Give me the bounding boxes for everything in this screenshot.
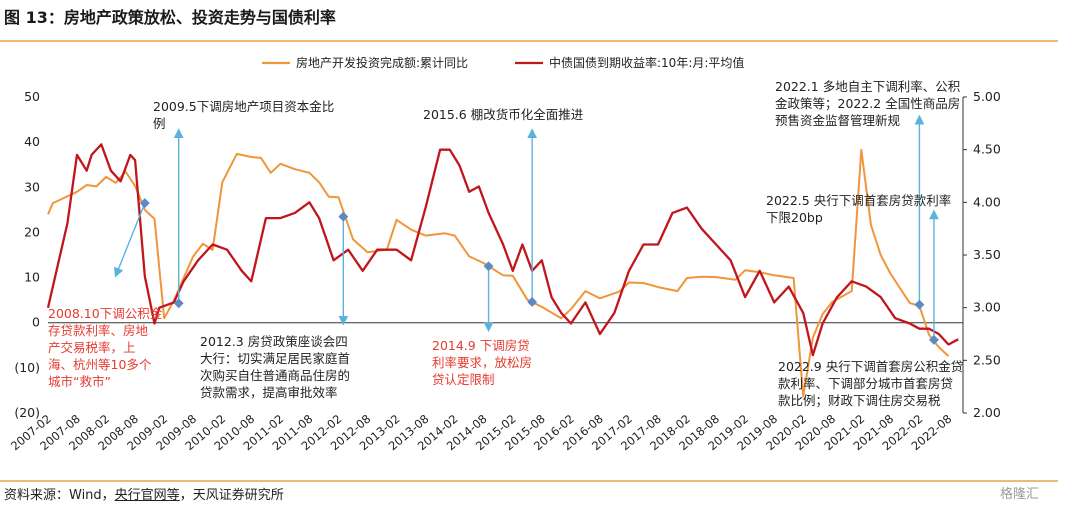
- left-y-axis: 50 40 30 20 10 0 (10) (20): [14, 89, 40, 420]
- chart-title: 图 13：房地产政策放松、投资走势与国债利率: [4, 8, 336, 27]
- chart-canvas: 房地产开发投资完成额:累计同比 中债国债到期收益率:10年:月:平均值 50 40 3…: [8, 55, 1001, 453]
- left-tick-label: 20: [24, 224, 40, 239]
- source-link[interactable]: 央行官网等: [114, 488, 180, 503]
- right-y-axis: 5.00 4.50 4.00 3.50 3.00 2.50 2.00: [962, 89, 1001, 420]
- source-prefix: 资料来源：Wind，: [4, 488, 115, 503]
- series-layer: [46, 143, 959, 398]
- header-divider: [0, 40, 1058, 42]
- event-marker: [929, 334, 939, 345]
- series-line-yield: [46, 143, 959, 357]
- annotation-2014-9: 2014.9 下调房贷 利率要求，放松房 贷认定限制: [432, 338, 533, 387]
- right-tick-label: 5.00: [973, 89, 1001, 104]
- event-marker: [483, 261, 494, 272]
- left-tick-label: 30: [24, 179, 40, 194]
- right-tick-label: 3.50: [973, 247, 1001, 262]
- watermark-logo: 格隆汇: [1000, 487, 1040, 502]
- right-tick-label: 2.50: [973, 352, 1001, 367]
- left-tick-label: (20): [14, 405, 40, 420]
- annotation-2022-1: 2022.1 多地自主下调利率、公积 金政策等；2022.2 全国性商品房 预售…: [775, 79, 961, 128]
- source-note: 资料来源：Wind，央行官网等，天风证券研究所: [4, 484, 284, 503]
- annotation-2022-9: 2022.9 央行下调首套房公积金贷 款利率、下调部分城市首套房贷 款比例；财政…: [778, 359, 964, 408]
- legend-label-yield: 中债国债到期收益率:10年:月:平均值: [549, 55, 744, 70]
- event-marker: [139, 198, 150, 209]
- annotation-2015-6: 2015.6 棚改货币化全面推进: [423, 107, 584, 122]
- right-tick-label: 4.00: [973, 194, 1001, 209]
- event-marker: [173, 298, 184, 309]
- left-tick-label: 40: [24, 134, 40, 149]
- left-tick-label: 0: [32, 315, 40, 330]
- arrows-layer: [114, 114, 939, 345]
- annotation-2022-5: 2022.5 央行下调首套房贷款利率 下限20bp: [766, 193, 952, 225]
- chart-legend: 房地产开发投资完成额:累计同比 中债国债到期收益率:10年:月:平均值: [262, 55, 744, 70]
- right-tick-label: 2.00: [973, 405, 1001, 420]
- right-tick-label: 3.00: [973, 300, 1001, 315]
- event-marker: [338, 211, 349, 222]
- left-tick-label: (10): [14, 360, 40, 375]
- legend-label-investment: 房地产开发投资完成额:累计同比: [296, 55, 468, 70]
- annotation-2012-3: 2012.3 房贷政策座谈会四 大行：切实满足居民家庭首 次购买自住普通商品住房…: [200, 334, 351, 400]
- event-marker: [527, 296, 538, 307]
- footer-divider: [0, 480, 1058, 482]
- source-suffix: ，天风证券研究所: [179, 488, 284, 503]
- annotation-2008-10: 2008.10下调公积金 存贷款利率、房地 产交易税率，上 海、杭州等10多个 …: [48, 306, 163, 389]
- left-tick-label: 50: [24, 89, 40, 104]
- event-marker: [914, 299, 925, 310]
- left-tick-label: 10: [24, 270, 40, 285]
- right-tick-label: 4.50: [973, 142, 1001, 157]
- annotation-2009-5: 2009.5下调房地产项目资本金比 例: [153, 99, 335, 131]
- annotation-arrow: [114, 202, 146, 278]
